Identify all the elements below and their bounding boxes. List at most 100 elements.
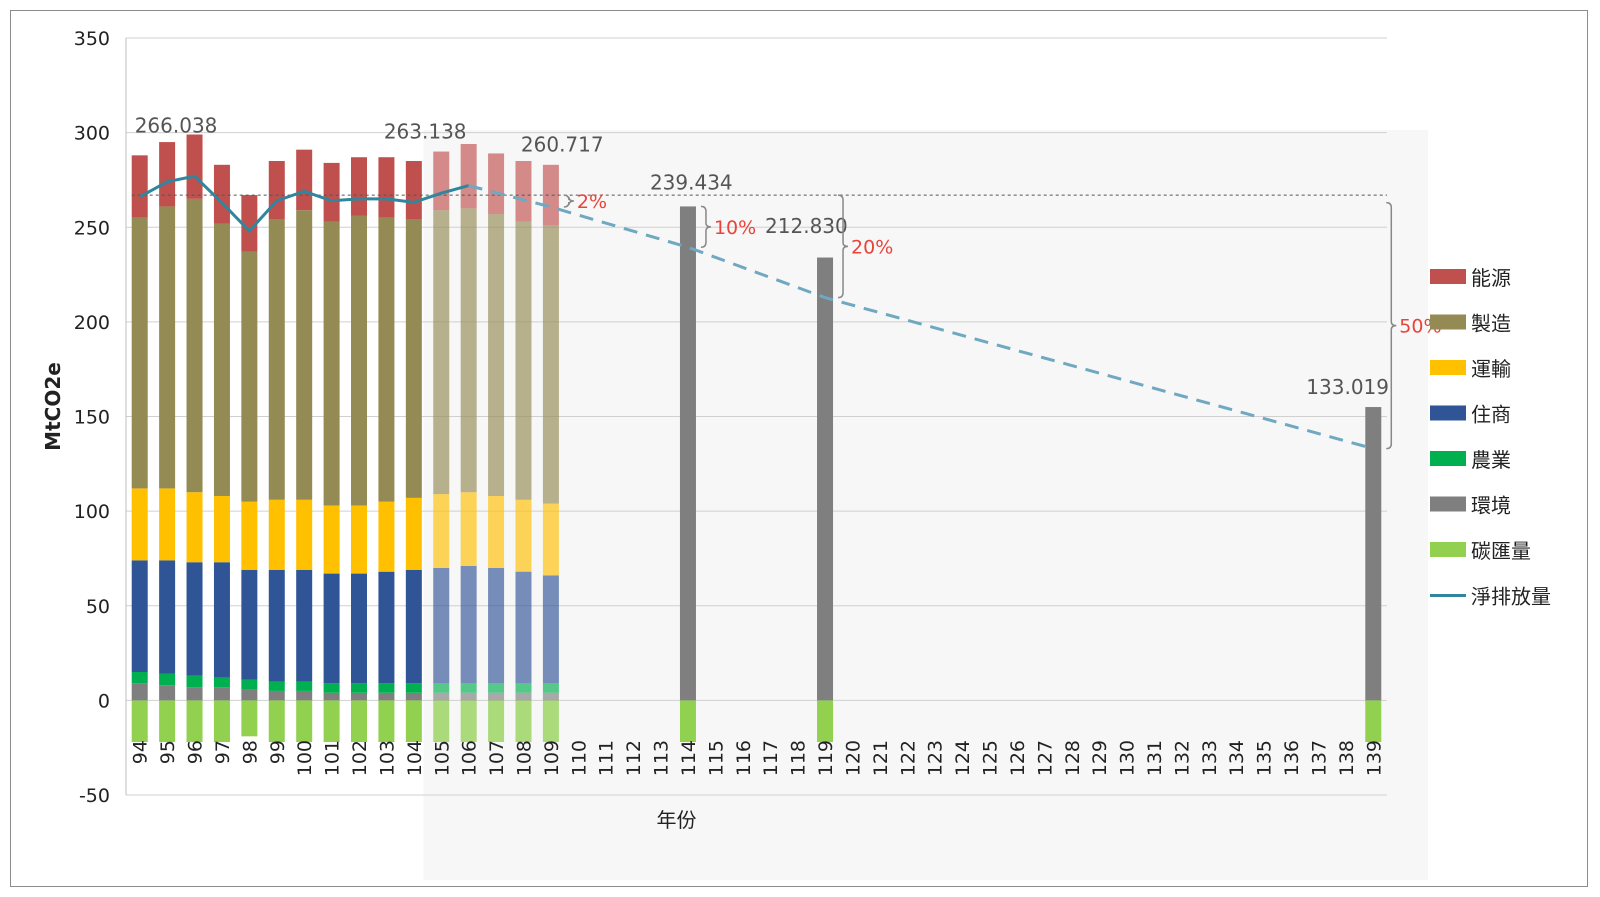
bar-segment bbox=[241, 501, 258, 570]
legend-swatch bbox=[1430, 405, 1466, 421]
bar-segment bbox=[433, 683, 450, 693]
bar-segment bbox=[131, 700, 148, 743]
reduction-brace bbox=[700, 205, 711, 249]
y-tick-label: 200 bbox=[74, 312, 110, 334]
bar-segment bbox=[186, 700, 203, 743]
legend-swatch bbox=[1430, 269, 1466, 284]
bar-segment bbox=[542, 700, 559, 743]
bar-segment bbox=[213, 700, 230, 743]
x-tick-label: 97 bbox=[212, 740, 234, 764]
bar-segment bbox=[351, 692, 368, 701]
bar-segment bbox=[186, 492, 203, 563]
bar-segment bbox=[351, 700, 368, 743]
legend-label: 碳匯量 bbox=[1471, 539, 1531, 563]
legend-swatch bbox=[1430, 451, 1466, 466]
bar-segment bbox=[159, 488, 176, 561]
value-label: 266.038 bbox=[135, 114, 218, 138]
x-tick-label: 119 bbox=[815, 740, 837, 776]
x-tick-label: 115 bbox=[705, 740, 727, 776]
bar-segment bbox=[323, 505, 340, 574]
bar-segment bbox=[378, 700, 395, 743]
x-tick-label: 125 bbox=[980, 740, 1002, 776]
value-label: 263.138 bbox=[384, 120, 467, 144]
x-tick-label: 139 bbox=[1363, 740, 1385, 776]
x-tick-label: 129 bbox=[1089, 740, 1111, 776]
bar-segment bbox=[131, 155, 148, 218]
bar-segment bbox=[268, 219, 285, 500]
bar-segment bbox=[460, 566, 477, 684]
bar-segment bbox=[213, 495, 230, 563]
bar-segment bbox=[159, 685, 176, 701]
bar-segment bbox=[460, 143, 477, 209]
bar-segment bbox=[433, 692, 450, 701]
x-tick-label: 100 bbox=[294, 740, 316, 776]
bar-segment bbox=[296, 700, 313, 743]
bar-segment bbox=[268, 161, 285, 220]
bar-segment bbox=[241, 689, 258, 701]
bar-segment bbox=[351, 157, 368, 216]
bar-segment bbox=[296, 681, 313, 691]
bar-segment bbox=[817, 257, 834, 701]
bar-segment bbox=[405, 219, 422, 498]
bar-segment bbox=[213, 677, 230, 688]
bar-segment bbox=[378, 501, 395, 572]
x-tick-label: 101 bbox=[322, 740, 344, 776]
bar-segment bbox=[460, 492, 477, 567]
bar-segment bbox=[542, 692, 559, 701]
legend-label: 能源 bbox=[1471, 266, 1511, 290]
y-tick-label: 250 bbox=[74, 217, 110, 239]
x-tick-label: 94 bbox=[130, 740, 152, 764]
bar-segment bbox=[268, 569, 285, 682]
x-tick-label: 133 bbox=[1199, 740, 1221, 776]
x-tick-label: 132 bbox=[1171, 740, 1193, 776]
x-tick-label: 126 bbox=[1007, 740, 1029, 776]
x-tick-label: 104 bbox=[404, 740, 426, 776]
bar-segment bbox=[241, 251, 258, 502]
y-tick-label: 50 bbox=[86, 596, 110, 618]
x-tick-label: 112 bbox=[623, 740, 645, 776]
bar-segment bbox=[186, 562, 203, 676]
y-tick-label: 300 bbox=[74, 123, 110, 145]
bar-segment bbox=[488, 214, 505, 496]
bar-segment bbox=[131, 560, 148, 672]
x-tick-label: 127 bbox=[1034, 740, 1056, 776]
bar-segment bbox=[131, 217, 148, 489]
bar-segment bbox=[268, 499, 285, 570]
x-tick-label: 134 bbox=[1226, 740, 1248, 776]
bar-segment bbox=[159, 560, 176, 674]
legend-swatch bbox=[1430, 496, 1466, 512]
x-tick-label: 113 bbox=[651, 740, 673, 776]
bar-segment bbox=[213, 223, 230, 496]
bar-segment bbox=[488, 495, 505, 568]
bar-segment bbox=[515, 571, 532, 684]
bar-segment bbox=[268, 690, 285, 701]
x-axis-title: 年份 bbox=[657, 808, 697, 832]
x-tick-label: 120 bbox=[842, 740, 864, 776]
bar-segment bbox=[488, 567, 505, 684]
y-tick-label: 100 bbox=[74, 501, 110, 523]
bar-segment bbox=[488, 692, 505, 701]
bar-segment bbox=[323, 162, 340, 222]
bar-segment bbox=[378, 157, 395, 218]
reduction-brace bbox=[563, 194, 574, 208]
bar-segment bbox=[159, 700, 176, 743]
bar-segment bbox=[515, 700, 532, 743]
legend-label: 住商 bbox=[1471, 403, 1511, 427]
x-tick-label: 102 bbox=[349, 740, 371, 776]
bar-segment bbox=[433, 151, 450, 211]
x-tick-label: 107 bbox=[486, 740, 508, 776]
x-tick-label: 95 bbox=[157, 740, 179, 764]
bar-segment bbox=[378, 217, 395, 502]
value-label: 260.717 bbox=[521, 133, 604, 157]
bar-segment bbox=[460, 700, 477, 743]
legend-label: 環境 bbox=[1471, 494, 1511, 518]
bar-segment bbox=[542, 503, 559, 576]
bar-segment bbox=[460, 692, 477, 701]
bar-segment bbox=[515, 221, 532, 500]
bar-segment bbox=[131, 488, 148, 561]
bar-segment bbox=[296, 210, 313, 500]
bar-segment bbox=[542, 575, 559, 684]
legend-label: 農業 bbox=[1471, 448, 1511, 472]
bar-segment bbox=[542, 225, 559, 504]
bar-segment bbox=[323, 683, 340, 693]
